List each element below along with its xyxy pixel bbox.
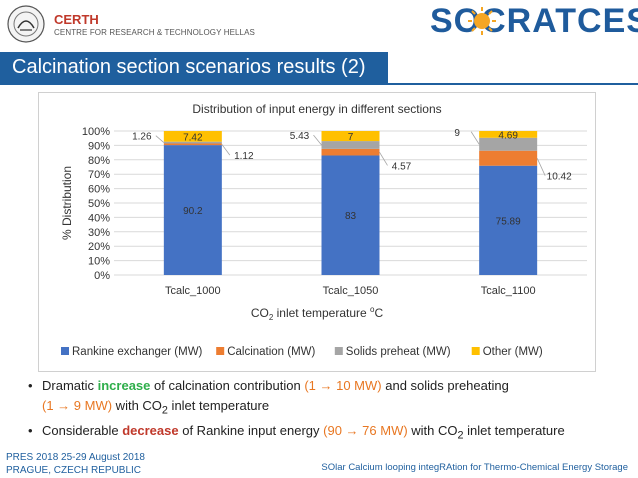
data-label-leader: [313, 134, 322, 146]
bar-segment: [163, 145, 222, 275]
x-tick-label: Tcalc_1050: [323, 285, 379, 297]
bullet-text: inlet temperature: [167, 398, 270, 413]
org-subtitle: CENTRE FOR RESEARCH & TECHNOLOGY HELLAS: [54, 28, 255, 37]
slide-header: CERTH CENTRE FOR RESEARCH & TECHNOLOGY H…: [0, 0, 638, 48]
y-tick-label: 30%: [88, 227, 110, 239]
legend-label: Rankine exchanger (MW): [72, 346, 203, 358]
bar-segment: [479, 150, 538, 166]
subscript-2: 2: [161, 404, 168, 417]
bullet-decrease: • Considerable decrease of Rankine input…: [28, 421, 628, 446]
chart-container: Distribution of input energy in differen…: [38, 92, 596, 372]
bullet-marker: •: [28, 378, 33, 393]
bullet-text: with CO: [407, 422, 458, 438]
bar-segment: [321, 141, 380, 149]
bullet-text: of calcination contribution: [150, 378, 305, 393]
range-calcination: (1 → 10 MW): [304, 378, 382, 393]
legend-swatch: [61, 347, 69, 355]
subscript-2: 2: [457, 429, 464, 442]
bar-segment: [163, 131, 222, 142]
x-axis-label-part: C: [374, 306, 383, 320]
data-label: 83: [345, 211, 357, 222]
y-tick-label: 0%: [94, 270, 110, 282]
legend-swatch: [471, 347, 480, 355]
bullet-text: of Rankine input energy: [178, 422, 324, 438]
range-rankine: (90 → 76 MW): [323, 422, 408, 438]
y-tick-label: 60%: [88, 184, 110, 196]
slide-title: Calcination section scenarios results (2…: [12, 56, 366, 78]
title-bar: [0, 52, 388, 85]
data-label: 90.2: [183, 206, 203, 217]
chart-title: Distribution of input energy in differen…: [192, 102, 441, 116]
bar-segment: [321, 148, 380, 156]
bullet-text: Considerable: [42, 422, 123, 438]
x-axis-label-part: CO: [251, 306, 269, 320]
bullet-text: inlet temperature: [463, 422, 565, 438]
project-logo-text: SOCRATCES: [430, 2, 638, 40]
bullet-text: Dramatic: [42, 378, 98, 393]
legend-swatch: [334, 347, 343, 355]
y-tick-label: 90%: [88, 140, 110, 152]
x-axis-label: CO2 inlet temperature oC: [251, 305, 384, 322]
bar-segment: [479, 137, 538, 151]
highlight-decrease: decrease: [122, 422, 179, 438]
legend-label: Other (MW): [483, 346, 543, 358]
data-label-leader: [470, 131, 480, 145]
x-axis-label-part: inlet temperature: [273, 306, 370, 320]
data-label: 7: [348, 132, 354, 143]
y-tick-label: 80%: [88, 155, 110, 167]
title-underline: [388, 83, 638, 85]
x-axis-label-part: o: [370, 305, 375, 314]
data-label-leader: [221, 144, 231, 156]
data-label: 4.69: [498, 130, 518, 141]
y-tick-label: 70%: [88, 169, 110, 181]
project-full-name: SOlar Calcium looping integRAtion for Th…: [321, 462, 628, 473]
bullet-text: with CO: [112, 398, 162, 413]
conference-line-1: PRES 2018 25-29 August 2018: [6, 452, 145, 463]
x-tick-label: Tcalc_1100: [481, 285, 536, 297]
data-label: 7.42: [183, 132, 203, 143]
sun-logo-icon: [468, 7, 496, 35]
x-tick-label: Tcalc_1000: [165, 285, 221, 297]
legend-swatch: [216, 347, 225, 355]
data-label: 10.42: [547, 172, 572, 183]
range-solids: (1 → 9 MW): [42, 398, 113, 413]
data-label: 4.57: [392, 161, 412, 172]
data-label: 75.89: [496, 216, 521, 227]
bar-segment: [479, 165, 538, 275]
y-tick-label: 20%: [88, 241, 110, 253]
legend-label: Solids preheat (MW): [346, 346, 451, 358]
conference-line-2: PRAGUE, CZECH REPUBLIC: [6, 465, 142, 476]
x-axis-label-part: 2: [269, 313, 274, 322]
bullet-increase: • Dramatic increase of calcination contr…: [28, 376, 628, 421]
bullet-marker: •: [28, 422, 33, 438]
data-label: 1.12: [234, 151, 254, 162]
y-tick-label: 50%: [88, 198, 110, 210]
highlight-increase: increase: [97, 378, 151, 393]
data-label-leader: [379, 151, 388, 166]
legend-label: Calcination (MW): [227, 346, 315, 358]
data-label: 9: [454, 128, 460, 139]
data-label-leader: [155, 135, 165, 143]
y-axis-label: % Distribution: [60, 166, 74, 240]
stacked-bar-chart: Distribution of input energy in differen…: [60, 102, 587, 358]
y-tick-label: 10%: [88, 256, 110, 268]
data-label-leader: [536, 158, 546, 176]
bar-segment: [163, 141, 222, 144]
y-tick-label: 100%: [82, 126, 110, 138]
y-tick-label: 40%: [88, 212, 110, 224]
certh-logo-icon: [7, 5, 45, 43]
bullet-list: • Dramatic increase of calcination contr…: [28, 376, 628, 445]
bar-segment: [163, 143, 222, 146]
org-name: CERTH: [54, 12, 99, 27]
bar-segment: [321, 131, 380, 142]
bar-segment: [321, 155, 380, 275]
bullet-text: and solids preheating: [381, 378, 509, 393]
data-label: 1.26: [132, 132, 152, 143]
bar-segment: [479, 131, 538, 138]
data-label: 5.43: [290, 131, 310, 142]
conference-info: PRES 2018 25-29 August 2018 PRAGUE, CZEC…: [6, 451, 145, 477]
